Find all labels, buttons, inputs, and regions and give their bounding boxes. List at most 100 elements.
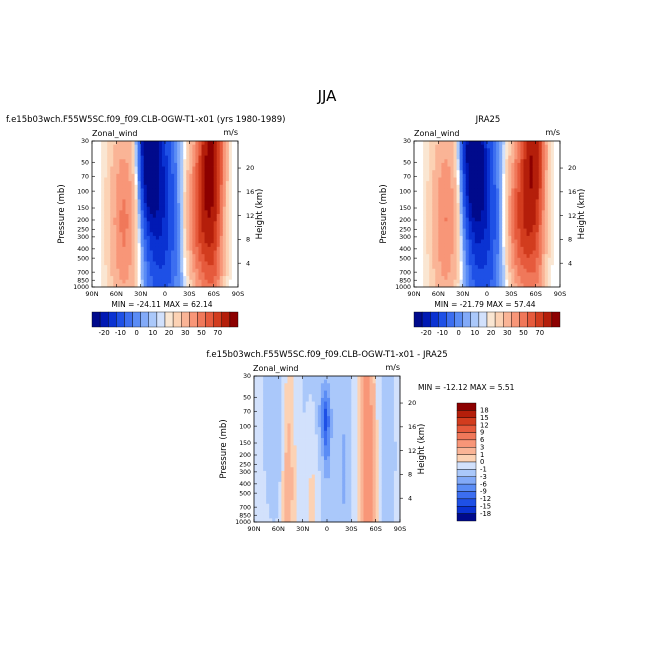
heatmap-cell <box>207 188 212 193</box>
heatmap-cell <box>198 177 202 182</box>
field-label: Zonal_wind <box>92 129 137 138</box>
heatmap-cell <box>505 265 509 270</box>
heatmap-cell <box>231 214 236 219</box>
heatmap-cell <box>207 261 212 266</box>
heatmap-cell <box>490 268 494 273</box>
heatmap-cell <box>180 246 184 251</box>
heatmap-cell <box>320 456 325 461</box>
heatmap-cell <box>198 283 202 288</box>
heatmap-cell <box>101 232 105 237</box>
heatmap-cell <box>98 206 102 211</box>
heatmap-cell <box>429 173 433 178</box>
heatmap-cell <box>125 232 129 237</box>
heatmap-cell <box>541 173 546 178</box>
heatmap-cell <box>92 188 96 193</box>
heatmap-cell <box>219 184 224 189</box>
heatmap-cell <box>426 276 430 281</box>
heatmap-cell <box>95 243 99 248</box>
heatmap-cell <box>550 188 555 193</box>
heatmap-cell <box>174 224 178 229</box>
heatmap-cell <box>480 276 485 281</box>
heatmap-cell <box>186 162 190 167</box>
heatmap-cell <box>137 141 142 146</box>
heatmap-cell <box>441 250 445 255</box>
heatmap-cell <box>541 177 546 182</box>
heatmap-cell <box>213 228 218 233</box>
heatmap-cell <box>438 228 442 233</box>
heatmap-cell <box>104 188 108 193</box>
heatmap-cell <box>453 257 457 262</box>
heatmap-cell <box>468 144 473 149</box>
heatmap-cell <box>432 170 436 175</box>
heatmap-cell <box>225 224 230 229</box>
heatmap-cell <box>234 243 239 248</box>
heatmap-cell <box>152 188 157 193</box>
units-label: m/s <box>545 128 560 137</box>
heatmap-cell <box>514 141 518 146</box>
heatmap-cell <box>122 232 126 237</box>
heatmap-cell <box>92 199 96 204</box>
heatmap-cell <box>441 279 445 284</box>
heatmap-cell <box>311 500 316 505</box>
heatmap-cell <box>544 232 549 237</box>
heatmap-cell <box>152 276 157 281</box>
heatmap-cell <box>517 170 521 175</box>
heatmap-cell <box>323 430 328 435</box>
heatmap-cell <box>146 232 151 237</box>
heatmap-cell <box>423 195 427 200</box>
heatmap-cell <box>192 184 196 189</box>
heatmap-cell <box>161 188 166 193</box>
heatmap-cell <box>125 199 129 204</box>
heatmap-cell <box>323 445 328 450</box>
heatmap-cell <box>523 148 527 153</box>
heatmap-cell <box>441 170 445 175</box>
heatmap-cell <box>417 243 421 248</box>
heatmap-cell <box>541 246 546 251</box>
heatmap-cell <box>305 467 310 472</box>
heatmap-cell <box>553 166 558 171</box>
heatmap-cell <box>155 155 160 160</box>
heatmap-cell <box>152 246 157 251</box>
heatmap-cell <box>210 235 215 240</box>
heatmap-cell <box>158 228 163 233</box>
heatmap-cell <box>158 254 163 259</box>
heatmap-cell <box>165 224 169 229</box>
heatmap-cell <box>207 173 212 178</box>
heatmap-cell <box>511 177 515 182</box>
heatmap-cell <box>423 162 427 167</box>
heatmap-cell <box>553 159 558 164</box>
heatmap-cell <box>311 397 316 402</box>
heatmap-cell <box>107 235 111 240</box>
heatmap-cell <box>168 177 172 182</box>
heatmap-cell <box>420 177 424 182</box>
heatmap-cell <box>213 177 218 182</box>
heatmap-cell <box>493 250 497 255</box>
heatmap-cell <box>140 224 145 229</box>
heatmap-cell <box>453 144 457 149</box>
heatmap-cell <box>480 166 485 171</box>
heatmap-cell <box>487 188 491 193</box>
y-tick-label: 850 <box>77 277 89 284</box>
heatmap-cell <box>95 162 99 167</box>
heatmap-cell <box>471 268 476 273</box>
heatmap-cell <box>104 210 108 215</box>
heatmap-cell <box>441 254 445 259</box>
heatmap-cell <box>323 449 328 454</box>
heatmap-cell <box>281 514 285 519</box>
heatmap-cell <box>323 500 328 505</box>
heatmap-cell <box>311 463 316 468</box>
heatmap-cell <box>453 268 457 273</box>
heatmap-cell <box>210 192 215 197</box>
heatmap-cell <box>317 430 322 435</box>
heatmap-cell <box>180 162 184 167</box>
heatmap-cell <box>183 210 187 215</box>
heatmap-cell <box>541 195 546 200</box>
heatmap-cell <box>305 445 310 450</box>
heatmap-cell <box>538 224 543 229</box>
heatmap-cell <box>420 195 424 200</box>
heatmap-cell <box>152 283 157 288</box>
heatmap-cell <box>314 423 319 428</box>
heatmap-cell <box>550 155 555 160</box>
heatmap-cell <box>207 195 212 200</box>
heatmap-cell <box>254 427 258 432</box>
